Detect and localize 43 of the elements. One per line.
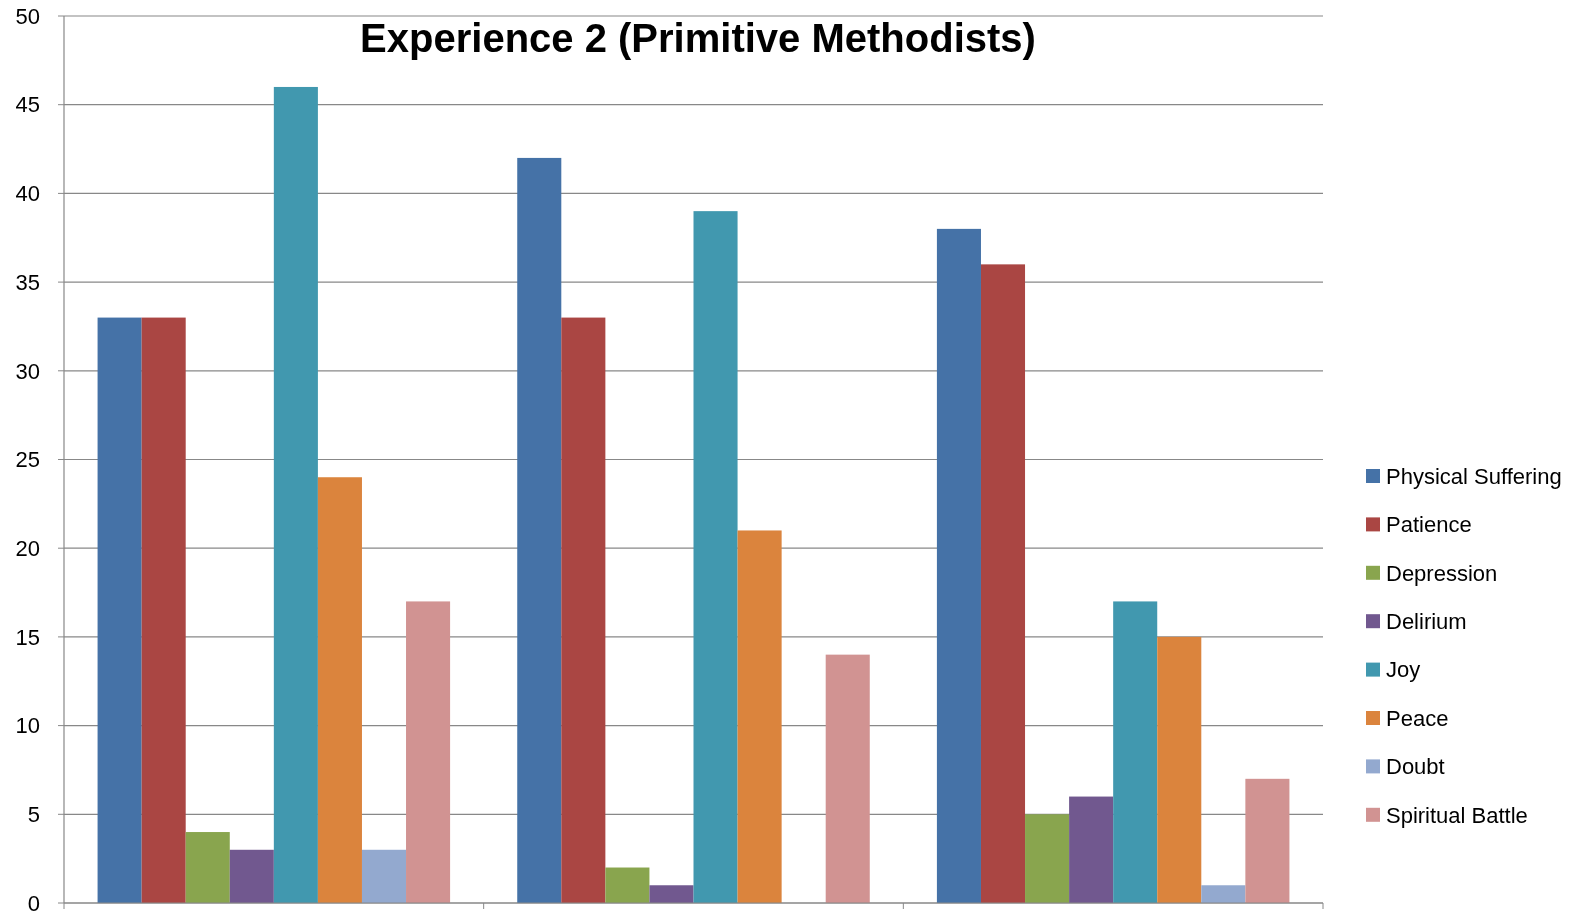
- y-tick-label: 10: [15, 713, 40, 739]
- bar: [317, 477, 362, 903]
- chart-title: Experience 2 (Primitive Methodists): [360, 16, 1036, 60]
- bar: [980, 264, 1026, 903]
- bar: [1025, 814, 1070, 903]
- bar: [737, 530, 782, 903]
- bar: [1201, 885, 1246, 903]
- bar: [406, 601, 451, 903]
- bar: [1157, 636, 1202, 903]
- bar: [1245, 778, 1290, 903]
- bar: [185, 832, 230, 903]
- bar: [97, 317, 142, 903]
- y-tick-label: 0: [27, 890, 40, 916]
- y-tick-label: 20: [15, 535, 40, 561]
- legend-label: Joy: [1386, 657, 1421, 683]
- bar: [693, 211, 738, 903]
- bar: [517, 157, 562, 903]
- bar: [1113, 601, 1158, 903]
- y-tick-label: 40: [15, 181, 40, 207]
- bar: [936, 228, 981, 903]
- bar: [141, 317, 186, 903]
- y-tick-label: 5: [27, 802, 40, 827]
- bar: [273, 86, 318, 903]
- bar: [361, 849, 407, 903]
- bar: [229, 849, 274, 903]
- bar: [649, 885, 694, 903]
- bar: [561, 317, 606, 903]
- bar: [605, 867, 650, 903]
- bar: [1069, 796, 1114, 903]
- legend-label: Delirium: [1386, 608, 1467, 634]
- y-tick-label: 50: [15, 3, 40, 29]
- legend-label: Depression: [1386, 560, 1498, 586]
- y-tick-label: 15: [15, 624, 40, 650]
- legend-label: Patience: [1386, 512, 1472, 538]
- bar: [825, 654, 870, 903]
- legend-label: Spiritual Battle: [1386, 802, 1528, 828]
- legend-label: Physical Suffering: [1386, 463, 1562, 489]
- y-tick-label: 25: [15, 447, 40, 473]
- y-tick-label: 35: [15, 269, 40, 295]
- y-tick-label: 45: [15, 92, 40, 118]
- legend-label: Doubt: [1386, 754, 1445, 780]
- y-tick-label: 30: [15, 358, 40, 384]
- legend-label: Peace: [1386, 705, 1449, 731]
